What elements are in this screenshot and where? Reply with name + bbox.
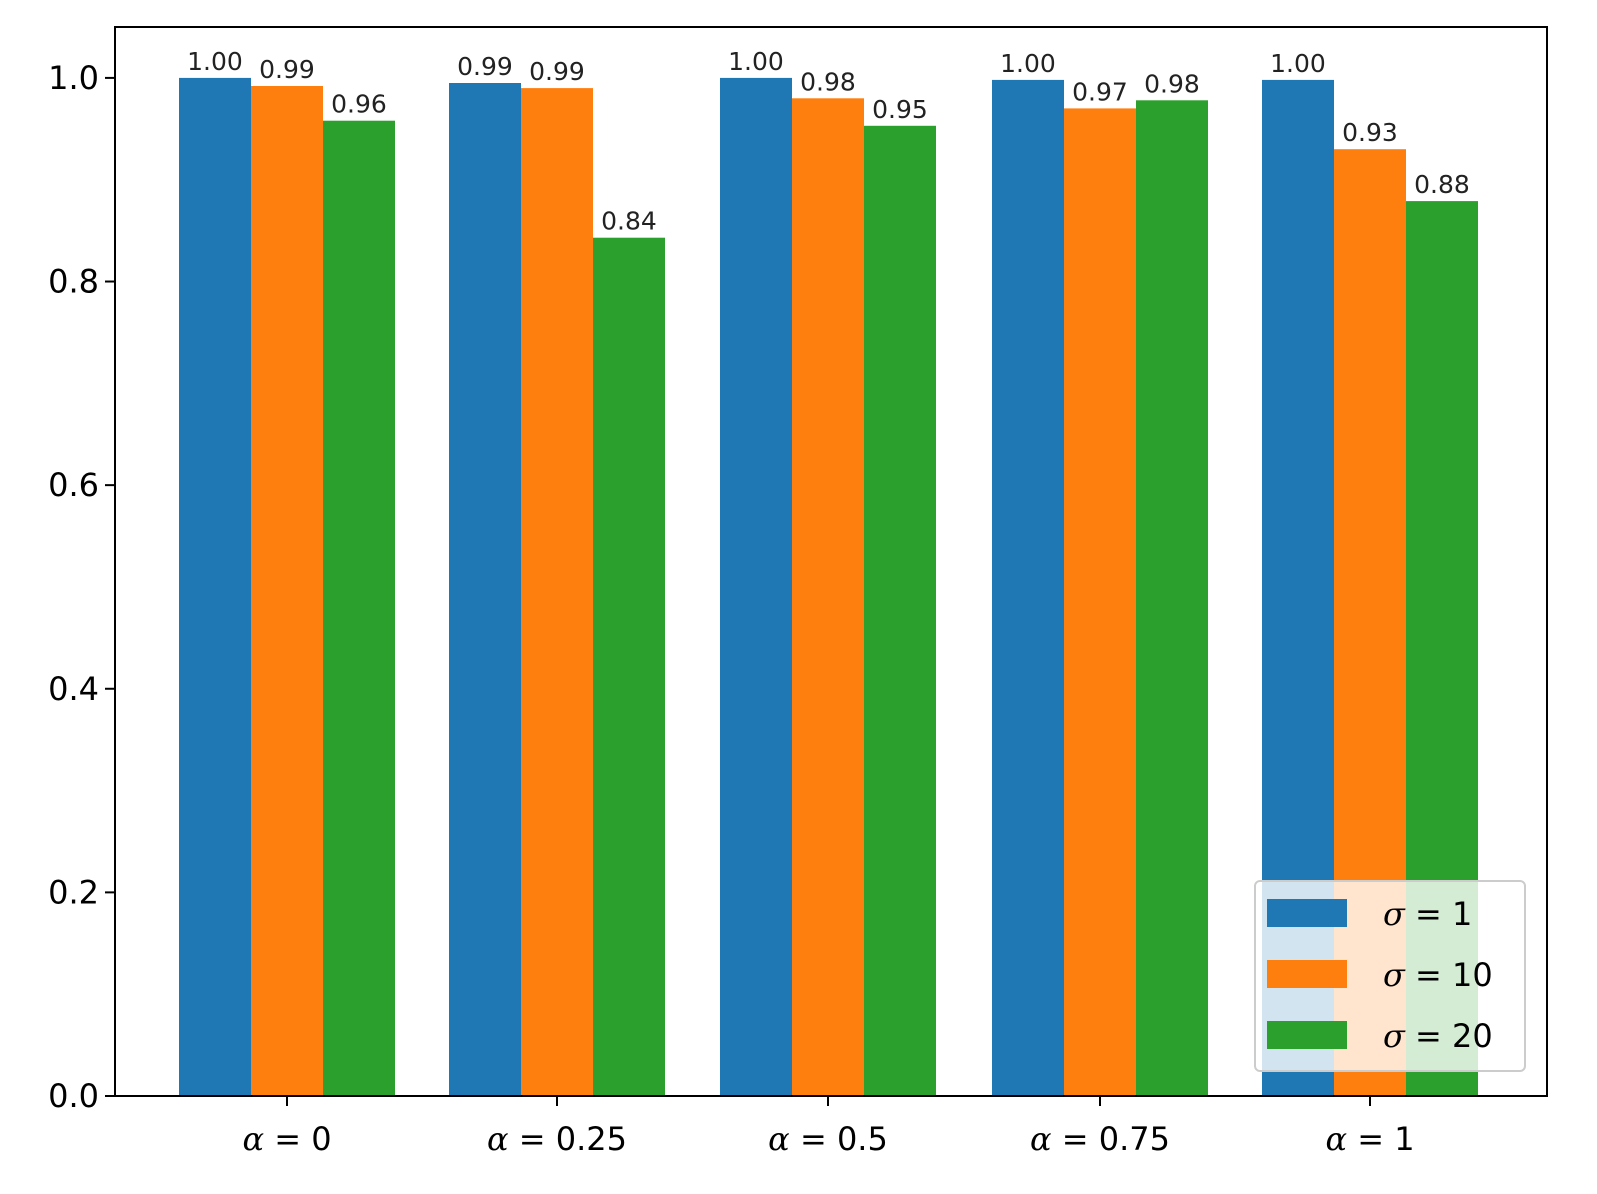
- x-tick-label-4: α = 0.75: [1030, 1120, 1170, 1158]
- y-tick-label: 0.2: [48, 873, 99, 911]
- data-label-series-2-category-3: 0.98: [800, 67, 856, 96]
- x-tick-label-3: α = 0.5: [768, 1120, 888, 1158]
- legend-label-2: σ = 10: [1383, 956, 1493, 994]
- bar-series-3-category-1: [323, 120, 395, 1096]
- data-label-series-2-category-4: 0.97: [1072, 77, 1128, 106]
- data-label-series-3-category-2: 0.84: [601, 207, 657, 236]
- bar-series-2-category-3: [792, 98, 864, 1097]
- x-tick-label-5: α = 1: [1325, 1120, 1414, 1158]
- x-tick-label-1: α = 0: [242, 1120, 331, 1158]
- alpha-symbol: α: [487, 1120, 509, 1158]
- legend-swatch-1: [1267, 899, 1347, 927]
- bar-series-3-category-2: [593, 237, 665, 1096]
- alpha-symbol: α: [768, 1120, 790, 1158]
- data-label-series-2-category-1: 0.99: [259, 55, 315, 84]
- bar-series-2-category-2: [521, 88, 593, 1097]
- data-label-series-1-category-4: 1.00: [1000, 49, 1056, 78]
- y-tick-label: 0.6: [48, 466, 99, 504]
- data-label-series-3-category-4: 0.98: [1144, 69, 1200, 98]
- data-label-series-1-category-1: 1.00: [187, 47, 243, 76]
- data-label-series-3-category-5: 0.88: [1414, 170, 1470, 199]
- legend-value: = 1: [1405, 895, 1473, 933]
- bar-series-1-category-2: [449, 83, 521, 1096]
- data-label-series-2-category-2: 0.99: [529, 57, 585, 86]
- x-tick-value: = 0.25: [509, 1120, 627, 1158]
- alpha-symbol: α: [1325, 1120, 1347, 1158]
- data-label-series-2-category-5: 0.93: [1342, 118, 1398, 147]
- alpha-symbol: α: [1030, 1120, 1052, 1158]
- sigma-symbol: σ: [1383, 895, 1406, 933]
- legend-value: = 10: [1405, 956, 1493, 994]
- legend-swatch-2: [1267, 960, 1347, 988]
- bar-series-1-category-1: [179, 77, 251, 1096]
- data-label-series-3-category-1: 0.96: [331, 90, 387, 119]
- bar-series-1-category-4: [992, 79, 1064, 1096]
- data-label-series-1-category-3: 1.00: [728, 47, 784, 76]
- bar-series-2-category-1: [251, 86, 323, 1096]
- x-tick-value: = 0.75: [1052, 1120, 1170, 1158]
- x-tick-value: = 0.5: [790, 1120, 888, 1158]
- x-tick-value: = 1: [1347, 1120, 1415, 1158]
- x-tick-value: = 0: [264, 1120, 332, 1158]
- data-label-series-1-category-5: 1.00: [1270, 49, 1326, 78]
- legend: σ = 1σ = 10σ = 20: [1254, 880, 1526, 1072]
- sigma-symbol: σ: [1383, 1017, 1406, 1055]
- plot-frame: [114, 26, 1548, 1097]
- alpha-symbol: α: [242, 1120, 264, 1158]
- y-tick-label: 0.0: [48, 1077, 99, 1115]
- bar-series-3-category-3: [864, 125, 936, 1097]
- legend-swatch-3: [1267, 1021, 1347, 1049]
- sigma-symbol: σ: [1383, 956, 1406, 994]
- bar-series-3-category-4: [1136, 100, 1208, 1097]
- legend-value: = 20: [1405, 1017, 1493, 1055]
- legend-label-3: σ = 20: [1383, 1017, 1493, 1055]
- y-tick-label: 0.4: [48, 670, 99, 708]
- y-tick-label: 0.8: [48, 263, 99, 301]
- legend-label-1: σ = 1: [1383, 895, 1472, 933]
- bar-series-1-category-3: [720, 77, 792, 1096]
- data-label-series-1-category-2: 0.99: [457, 52, 513, 81]
- y-axis: 0.0 0.2 0.4 0.6 0.8 1.0: [48, 59, 115, 1115]
- y-tick-label: 1.0: [48, 59, 99, 97]
- bar-series-2-category-4: [1064, 108, 1136, 1096]
- x-tick-label-2: α = 0.25: [487, 1120, 627, 1158]
- data-labels-layer: 1.00 0.99 1.00 1.00 1.00 0.99 0.99 0.98 0.97 0.93…: [187, 47, 1470, 236]
- data-label-series-3-category-3: 0.95: [872, 95, 928, 124]
